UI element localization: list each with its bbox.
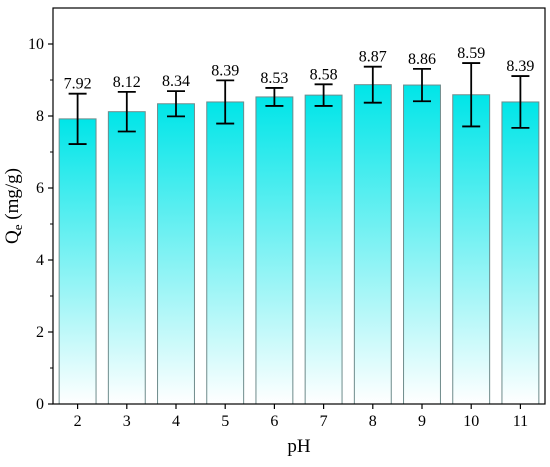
error-bar-ph-2 [68,92,87,145]
plot-frame [52,7,546,405]
y-axis-title-subscript: e [10,224,25,230]
data-label-ph-11: 8.39 [506,58,534,75]
data-label-ph-6: 8.53 [260,70,288,87]
y-tick-label-0: 0 [36,396,44,413]
error-bar-ph-4 [167,90,185,118]
data-label-ph-5: 8.39 [211,62,239,79]
x-tick-label-10: 10 [463,413,479,430]
x-tick-label-5: 5 [221,413,229,430]
y-axis-title-units: (mg/g) [2,168,23,224]
x-tick-label-6: 6 [270,413,278,430]
error-bar-ph-5 [216,79,235,125]
bar-ph-7 [304,94,343,405]
error-bar-ph-11 [511,75,530,129]
data-label-ph-2: 7.92 [64,76,92,93]
x-tick-label-4: 4 [172,413,180,430]
y-axis: 0 2 4 6 8 10 [28,36,53,413]
error-bar-ph-9 [413,67,431,103]
x-tick-label-7: 7 [320,413,328,430]
data-label-ph-7: 8.58 [310,66,338,83]
x-tick-label-11: 11 [513,413,528,430]
y-tick-label-4: 4 [36,252,44,269]
bar-ph-5 [206,101,245,405]
error-bar-ph-7 [314,83,333,107]
x-tick-label-2: 2 [74,413,82,430]
data-label-ph-8: 8.87 [359,49,387,66]
data-label-ph-3: 8.12 [113,74,141,91]
error-bar-ph-10 [462,62,481,128]
x-tick-label-3: 3 [123,413,131,430]
error-bar-ph-6 [265,87,284,107]
x-axis: 2 3 4 5 6 7 8 9 10 11 [74,404,528,430]
bars-layer [58,84,540,405]
bar-ph-3 [107,111,146,405]
bar-ph-4 [157,103,195,405]
bar-ph-8 [353,84,392,405]
y-tick-label-8: 8 [36,108,44,125]
data-label-ph-10: 8.59 [457,45,485,62]
x-tick-label-9: 9 [418,413,426,430]
y-tick-label-10: 10 [28,36,44,53]
x-axis-title: pH [287,436,311,457]
data-labels-layer: 7.92 8.12 8.34 8.39 8.53 8.58 8.87 8.86 8.59 8.39 [64,45,535,93]
data-label-ph-4: 8.34 [162,73,190,90]
error-bar-ph-3 [117,90,136,133]
y-axis-title-main: Q [2,230,23,244]
y-tick-label-6: 6 [36,180,44,197]
y-axis-title: Qe (mg/g) [2,168,25,244]
bar-ph-2 [58,118,97,405]
bar-ph-9 [403,84,441,405]
bar-ph-10 [452,94,491,405]
error-bar-ph-8 [363,65,382,104]
x-tick-label-8: 8 [369,413,377,430]
data-label-ph-9: 8.86 [408,51,436,68]
bar-ph-6 [255,96,294,405]
bar-ph-11 [501,101,540,405]
y-tick-label-2: 2 [36,324,44,341]
error-bars-layer [68,62,530,145]
